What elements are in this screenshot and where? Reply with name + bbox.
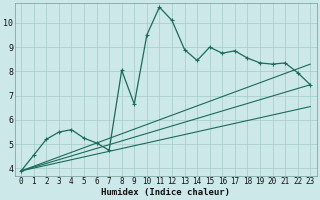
X-axis label: Humidex (Indice chaleur): Humidex (Indice chaleur) [101, 188, 230, 197]
